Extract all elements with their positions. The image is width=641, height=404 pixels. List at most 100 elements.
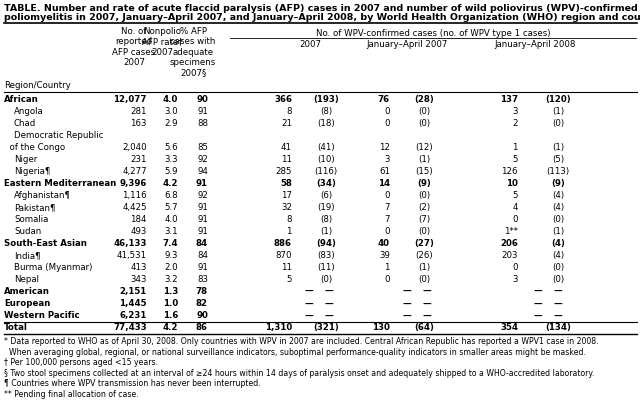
Text: 1: 1 <box>287 227 292 236</box>
Text: (28): (28) <box>414 95 434 103</box>
Text: Nepal: Nepal <box>14 275 39 284</box>
Text: —: — <box>403 299 412 308</box>
Text: 354: 354 <box>500 324 518 332</box>
Text: 14: 14 <box>378 179 390 188</box>
Text: 61: 61 <box>379 167 390 176</box>
Text: 163: 163 <box>131 119 147 128</box>
Text: 137: 137 <box>500 95 518 103</box>
Text: poliomyelitis in 2007, January–April 2007, and January–April 2008, by World Heal: poliomyelitis in 2007, January–April 200… <box>4 13 641 22</box>
Text: 84: 84 <box>196 239 208 248</box>
Text: 7: 7 <box>385 215 390 224</box>
Text: (34): (34) <box>316 179 336 188</box>
Text: 343: 343 <box>131 275 147 284</box>
Text: Pakistan¶: Pakistan¶ <box>14 203 55 212</box>
Text: TABLE. Number and rate of acute flaccid paralysis (AFP) cases in 2007 and number: TABLE. Number and rate of acute flaccid … <box>4 4 641 13</box>
Text: 206: 206 <box>500 239 518 248</box>
Text: (321): (321) <box>313 324 339 332</box>
Text: 8: 8 <box>287 107 292 116</box>
Text: 91: 91 <box>197 107 208 116</box>
Text: (8): (8) <box>320 107 332 116</box>
Text: (5): (5) <box>552 155 564 164</box>
Text: 77,433: 77,433 <box>113 324 147 332</box>
Text: 2.0: 2.0 <box>164 263 178 272</box>
Text: (83): (83) <box>317 251 335 260</box>
Text: 203: 203 <box>501 251 518 260</box>
Text: Afghanistan¶: Afghanistan¶ <box>14 191 71 200</box>
Text: (6): (6) <box>320 191 332 200</box>
Text: Nigeria¶: Nigeria¶ <box>14 167 50 176</box>
Text: (8): (8) <box>320 215 332 224</box>
Text: —: — <box>422 311 431 320</box>
Text: 32: 32 <box>281 203 292 212</box>
Text: —: — <box>304 299 313 308</box>
Text: 231: 231 <box>131 155 147 164</box>
Text: (0): (0) <box>320 275 332 284</box>
Text: ** Pending final allocation of case.: ** Pending final allocation of case. <box>4 389 138 398</box>
Text: (15): (15) <box>415 167 433 176</box>
Text: 58: 58 <box>280 179 292 188</box>
Text: 1.6: 1.6 <box>163 311 178 320</box>
Text: (1): (1) <box>552 143 564 152</box>
Text: (1): (1) <box>320 227 332 236</box>
Text: 1.3: 1.3 <box>163 287 178 296</box>
Text: 92: 92 <box>197 191 208 200</box>
Text: Burma (Myanmar): Burma (Myanmar) <box>14 263 92 272</box>
Text: When averaging global, regional, or national surveillance indicators, suboptimal: When averaging global, regional, or nati… <box>4 347 586 356</box>
Text: 78: 78 <box>196 287 208 296</box>
Text: (11): (11) <box>317 263 335 272</box>
Text: Western Pacific: Western Pacific <box>4 311 79 320</box>
Text: Chad: Chad <box>14 119 37 128</box>
Text: 11: 11 <box>281 263 292 272</box>
Text: Nonpolio
AFP rate†
2007: Nonpolio AFP rate† 2007 <box>142 27 182 57</box>
Text: (0): (0) <box>418 227 430 236</box>
Text: 1**: 1** <box>504 227 518 236</box>
Text: 366: 366 <box>274 95 292 103</box>
Text: 10: 10 <box>506 179 518 188</box>
Text: % AFP
cases with
adequate
specimens
2007§: % AFP cases with adequate specimens 2007… <box>170 27 216 78</box>
Text: of the Congo: of the Congo <box>4 143 65 152</box>
Text: 2,151: 2,151 <box>120 287 147 296</box>
Text: (12): (12) <box>415 143 433 152</box>
Text: 2,040: 2,040 <box>122 143 147 152</box>
Text: 2: 2 <box>513 119 518 128</box>
Text: 4.2: 4.2 <box>163 324 178 332</box>
Text: (113): (113) <box>546 167 570 176</box>
Text: 6.8: 6.8 <box>164 191 178 200</box>
Text: African: African <box>4 95 38 103</box>
Text: 1: 1 <box>513 143 518 152</box>
Text: 0: 0 <box>385 191 390 200</box>
Text: 90: 90 <box>196 95 208 103</box>
Text: † Per 100,000 persons aged <15 years.: † Per 100,000 persons aged <15 years. <box>4 358 158 367</box>
Text: (4): (4) <box>552 203 564 212</box>
Text: (10): (10) <box>317 155 335 164</box>
Text: 85: 85 <box>197 143 208 152</box>
Text: (120): (120) <box>545 95 571 103</box>
Text: American: American <box>4 287 50 296</box>
Text: (1): (1) <box>552 107 564 116</box>
Text: —: — <box>324 287 333 296</box>
Text: Total: Total <box>4 324 28 332</box>
Text: —: — <box>324 311 333 320</box>
Text: 46,133: 46,133 <box>113 239 147 248</box>
Text: 4,277: 4,277 <box>122 167 147 176</box>
Text: January–April 2007: January–April 2007 <box>366 40 447 49</box>
Text: Angola: Angola <box>14 107 44 116</box>
Text: No. of
reported
AFP cases
2007: No. of reported AFP cases 2007 <box>112 27 156 67</box>
Text: (116): (116) <box>315 167 338 176</box>
Text: —: — <box>403 311 412 320</box>
Text: 0: 0 <box>385 275 390 284</box>
Text: 91: 91 <box>197 215 208 224</box>
Text: 12: 12 <box>379 143 390 152</box>
Text: 2007: 2007 <box>299 40 321 49</box>
Text: 0: 0 <box>385 227 390 236</box>
Text: (9): (9) <box>551 179 565 188</box>
Text: —: — <box>533 311 542 320</box>
Text: 4,425: 4,425 <box>122 203 147 212</box>
Text: 9.3: 9.3 <box>165 251 178 260</box>
Text: Eastern Mediterranean: Eastern Mediterranean <box>4 179 116 188</box>
Text: Niger: Niger <box>14 155 37 164</box>
Text: (4): (4) <box>552 191 564 200</box>
Text: 1,116: 1,116 <box>122 191 147 200</box>
Text: 40: 40 <box>378 239 390 248</box>
Text: —: — <box>554 311 562 320</box>
